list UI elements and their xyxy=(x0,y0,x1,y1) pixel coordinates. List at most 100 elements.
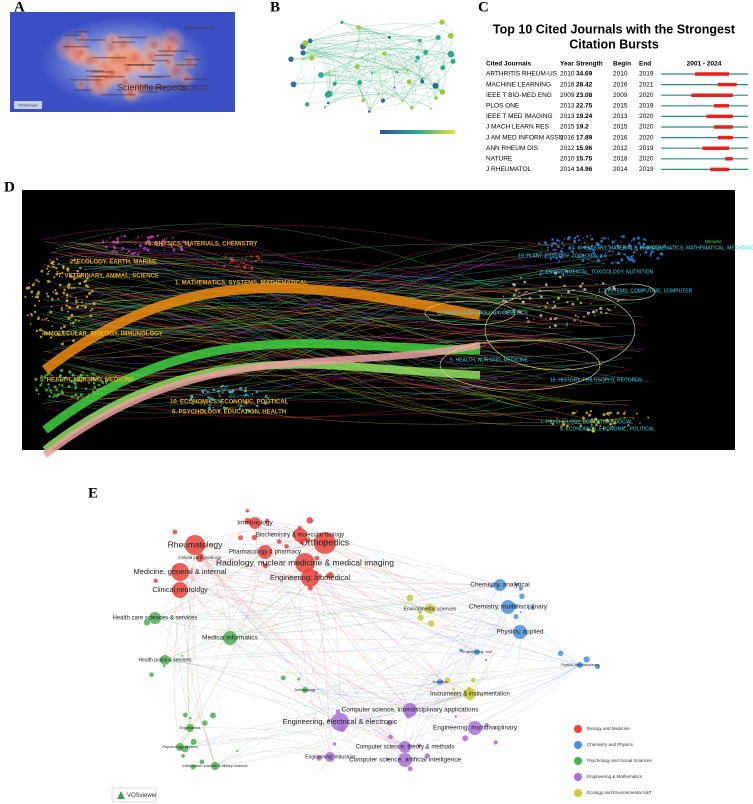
table-cell: 2021 xyxy=(639,81,654,88)
column-header: Strength xyxy=(576,61,603,68)
network-node xyxy=(459,648,463,652)
network-link xyxy=(299,534,476,729)
network-link xyxy=(199,557,406,761)
map-point xyxy=(81,273,83,275)
network-link xyxy=(179,571,501,586)
network-node xyxy=(513,625,527,639)
network-link xyxy=(389,35,452,55)
map-point xyxy=(59,379,62,381)
network-node xyxy=(332,81,337,86)
map-point xyxy=(546,301,549,305)
legend-label: Psychology and Social Sciences xyxy=(587,758,653,763)
map-point xyxy=(573,236,577,240)
map-point xyxy=(595,423,598,427)
network-node xyxy=(318,574,322,578)
table-cell: 23.08 xyxy=(576,92,593,99)
density-label xyxy=(175,64,198,66)
map-point xyxy=(608,309,611,312)
network-link xyxy=(164,605,509,661)
journal-cluster-label: 2. ECOLOGY, EARTH, MARINE xyxy=(70,260,157,266)
table-cell: 2014 xyxy=(560,166,575,173)
citation-link xyxy=(79,255,625,302)
map-point xyxy=(264,402,267,405)
map-point xyxy=(224,255,227,258)
map-point xyxy=(603,248,605,251)
map-point xyxy=(252,410,255,412)
citation-link xyxy=(98,276,530,299)
density-label xyxy=(77,39,106,41)
map-point xyxy=(82,377,86,380)
table-cell: 14.96 xyxy=(576,166,593,173)
map-point xyxy=(46,294,50,298)
network-node xyxy=(415,55,420,60)
network-node xyxy=(245,509,249,513)
citation-link xyxy=(64,316,625,426)
network-link xyxy=(179,589,471,695)
map-point xyxy=(599,311,603,314)
network-link xyxy=(214,584,501,767)
map-point xyxy=(62,266,65,270)
map-point xyxy=(626,255,630,259)
map-point xyxy=(40,327,42,330)
map-point xyxy=(136,253,140,256)
map-point xyxy=(581,282,584,285)
map-point xyxy=(67,295,69,297)
network-link xyxy=(179,571,406,748)
map-point xyxy=(49,259,51,261)
map-point xyxy=(41,329,44,332)
map-point xyxy=(627,245,629,248)
node-label: Radiology, nuclear medicine & medical im… xyxy=(216,557,394,567)
map-point xyxy=(602,413,606,417)
map-point xyxy=(558,275,562,279)
network-link xyxy=(199,557,431,610)
map-point xyxy=(138,244,143,248)
map-point xyxy=(25,286,29,290)
network-node xyxy=(380,98,386,103)
network-node xyxy=(290,81,297,88)
network-link xyxy=(154,562,306,619)
network-node xyxy=(340,20,344,24)
map-point xyxy=(35,388,39,392)
node-label: Physics, multidisciplinary xyxy=(561,663,600,667)
map-point xyxy=(217,410,221,414)
map-point xyxy=(512,283,516,287)
network-link xyxy=(402,40,424,102)
map-point xyxy=(70,276,72,279)
network-node xyxy=(530,606,535,610)
density-label xyxy=(138,75,172,78)
journal-cluster-label: 7. PSYCHOLOGY, EDUCATION, SOCIAL xyxy=(540,419,633,425)
network-link xyxy=(309,577,471,695)
network-link xyxy=(199,557,406,748)
network-link xyxy=(318,756,331,774)
map-point xyxy=(652,240,654,242)
table-cell: 15.96 xyxy=(576,145,593,152)
network-link xyxy=(329,37,439,95)
map-point xyxy=(113,246,117,250)
table-title: Citation Bursts xyxy=(569,37,659,51)
map-point xyxy=(134,243,137,246)
map-point xyxy=(61,384,64,387)
map-point xyxy=(195,399,197,401)
map-point xyxy=(607,250,610,253)
map-point xyxy=(608,414,610,417)
node-label: Health policy & services xyxy=(138,657,192,663)
map-point xyxy=(172,248,176,252)
map-point xyxy=(40,269,44,273)
map-point xyxy=(123,235,127,238)
map-point xyxy=(601,282,605,285)
map-point xyxy=(51,325,53,328)
panel-label: B xyxy=(270,0,280,15)
network-link xyxy=(179,571,216,767)
citation-link xyxy=(58,367,542,391)
density-label xyxy=(140,76,163,78)
map-point xyxy=(61,378,64,382)
network-link xyxy=(229,606,509,639)
density-label xyxy=(64,34,82,37)
network-link xyxy=(179,571,406,748)
journal-cluster-label: 2. ENVIRONMENTAL, TOXICOLOGY, NUTRITION xyxy=(540,269,654,275)
density-blob xyxy=(73,77,89,92)
table-cell: IEEE T MED IMAGING xyxy=(486,113,553,120)
map-point xyxy=(115,237,119,241)
map-point xyxy=(212,406,215,409)
